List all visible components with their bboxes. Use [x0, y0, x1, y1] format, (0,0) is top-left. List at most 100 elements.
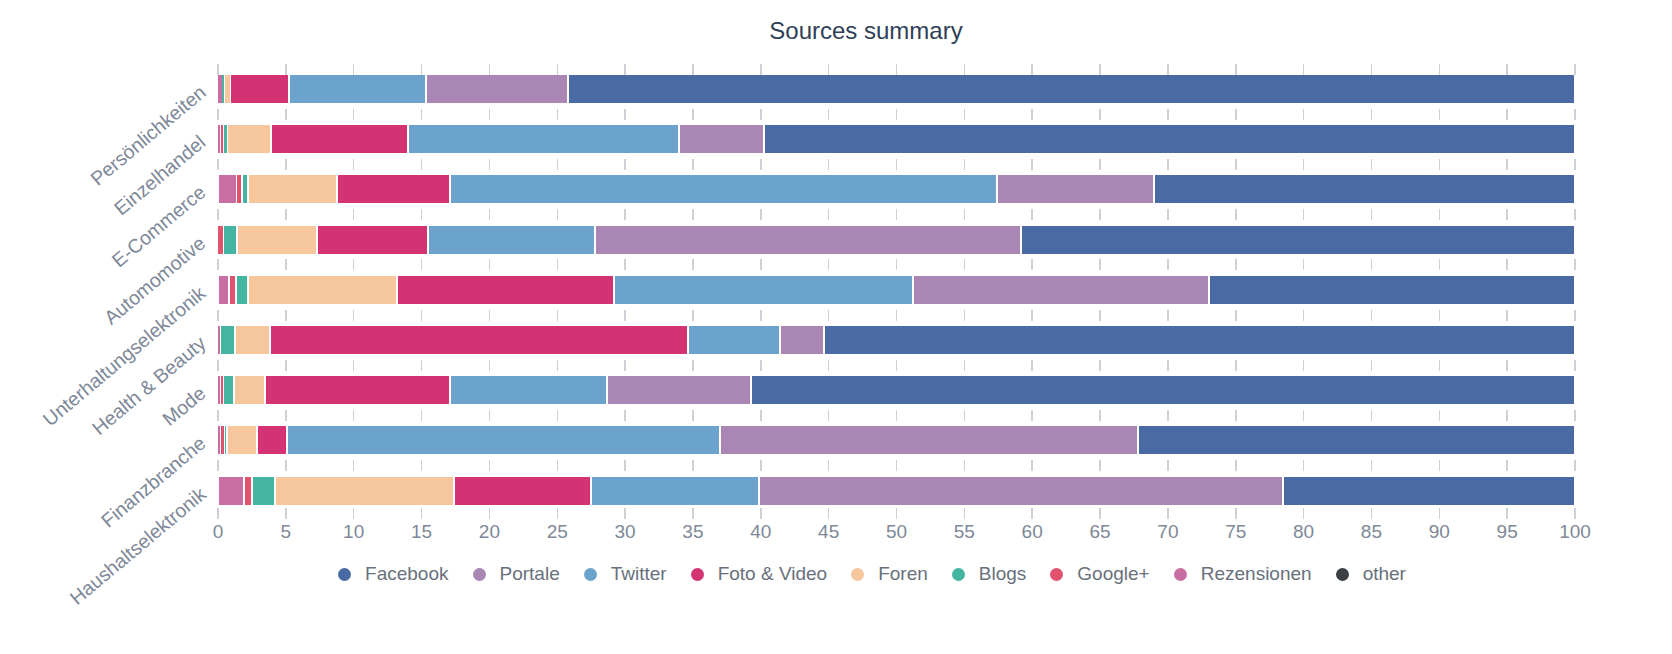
bar-segment[interactable] [272, 125, 407, 153]
bar-segment[interactable] [721, 426, 1137, 454]
bar-segment[interactable] [1155, 175, 1574, 203]
bar-segment[interactable] [290, 75, 425, 103]
bar-segment[interactable] [225, 426, 227, 454]
bar-segment[interactable] [218, 125, 220, 153]
bar-segment[interactable] [231, 75, 287, 103]
bar-segment[interactable] [266, 376, 449, 404]
bar-segment[interactable] [451, 175, 996, 203]
gridline-tick [489, 460, 491, 471]
bar-segment[interactable] [221, 125, 223, 153]
bar-segment[interactable] [680, 125, 762, 153]
bar-segment[interactable] [237, 276, 247, 304]
bar-segment[interactable] [318, 226, 427, 254]
bar-segment[interactable] [218, 376, 220, 404]
bar-segment[interactable] [1022, 226, 1574, 254]
bar-segment[interactable] [224, 376, 233, 404]
bar-segment[interactable] [236, 326, 269, 354]
bar-segment[interactable] [224, 226, 236, 254]
legend-label: Google+ [1077, 563, 1149, 585]
bar-segment[interactable] [596, 226, 1020, 254]
legend-item[interactable]: Foto & Video [691, 563, 828, 585]
gridline-tick [421, 259, 423, 270]
bar-segment[interactable] [225, 75, 230, 103]
bar-segment[interactable] [765, 125, 1574, 153]
gridline-tick [1167, 508, 1169, 519]
legend-item[interactable]: Portale [473, 563, 560, 585]
gridline-tick [557, 159, 559, 170]
bar-segment[interactable] [218, 226, 223, 254]
bar-segment[interactable] [451, 376, 606, 404]
gridline-tick [353, 64, 355, 75]
bar-segment[interactable] [781, 326, 822, 354]
gridline-tick [1031, 360, 1033, 371]
bar-segment[interactable] [288, 426, 719, 454]
bar-segment[interactable] [689, 326, 779, 354]
bar-segment[interactable] [228, 125, 269, 153]
bar-segment[interactable] [760, 477, 1282, 505]
gridline-tick [896, 310, 898, 321]
bar-segment[interactable] [243, 175, 247, 203]
bar-segment[interactable] [235, 376, 264, 404]
bar-segment[interactable] [245, 477, 251, 505]
legend-item[interactable]: Twitter [584, 563, 667, 585]
bar-segment[interactable] [569, 75, 1574, 103]
gridline-tick [692, 310, 694, 321]
y-axis-label: Mode [158, 382, 210, 431]
bar-segment[interactable] [615, 276, 912, 304]
gridline-tick [692, 159, 694, 170]
bar-segment[interactable] [455, 477, 590, 505]
bar-segment[interactable] [222, 75, 224, 103]
bar-segment[interactable] [409, 125, 678, 153]
legend-item[interactable]: Blogs [952, 563, 1027, 585]
bar-segment[interactable] [338, 175, 449, 203]
gridline-tick [964, 360, 966, 371]
bar-segment[interactable] [276, 477, 453, 505]
gridline-tick [285, 310, 287, 321]
bar-segment[interactable] [249, 276, 396, 304]
bar-segment[interactable] [398, 276, 613, 304]
bar-segment[interactable] [237, 175, 241, 203]
bar-segment[interactable] [221, 376, 223, 404]
bar-segment[interactable] [1139, 426, 1574, 454]
bar-segment[interactable] [1284, 477, 1574, 505]
gridline-tick [1371, 360, 1373, 371]
bar-segment[interactable] [218, 75, 221, 103]
bar-segment[interactable] [218, 326, 219, 354]
bar-segment[interactable] [592, 477, 758, 505]
x-axis-tick-label: 50 [886, 521, 907, 543]
gridline-tick [217, 159, 219, 170]
legend-item[interactable]: Rezensionen [1174, 563, 1312, 585]
bar-segment[interactable] [825, 326, 1574, 354]
gridline-tick [1099, 159, 1101, 170]
bar-segment[interactable] [914, 276, 1208, 304]
gridline-tick [828, 508, 830, 519]
bar-segment[interactable] [1210, 276, 1574, 304]
bar-segment[interactable] [429, 226, 594, 254]
gridline-tick [1506, 310, 1508, 321]
gridline-tick [624, 410, 626, 421]
legend-item[interactable]: Facebook [338, 563, 448, 585]
bar-segment[interactable] [427, 75, 567, 103]
legend-item[interactable]: other [1336, 563, 1406, 585]
bar-segment[interactable] [998, 175, 1153, 203]
bar-segment[interactable] [238, 226, 316, 254]
bar-segment[interactable] [271, 326, 687, 354]
bar-segment[interactable] [221, 326, 234, 354]
gridline-tick [1574, 410, 1576, 421]
bar-segment[interactable] [608, 376, 750, 404]
bar-segment[interactable] [224, 125, 227, 153]
bar-segment[interactable] [253, 477, 274, 505]
bar-segment[interactable] [219, 477, 243, 505]
legend-item[interactable]: Google+ [1050, 563, 1149, 585]
bar-segment[interactable] [249, 175, 337, 203]
legend-item[interactable]: Foren [851, 563, 928, 585]
bar-segment[interactable] [228, 426, 257, 454]
bar-segment[interactable] [221, 426, 224, 454]
bar-segment[interactable] [219, 175, 236, 203]
bar-segment[interactable] [258, 426, 286, 454]
bar-segment[interactable] [752, 376, 1574, 404]
bar-segment[interactable] [219, 276, 228, 304]
bar-segment[interactable] [218, 426, 220, 454]
gridline-tick [1167, 460, 1169, 471]
bar-segment[interactable] [230, 276, 235, 304]
